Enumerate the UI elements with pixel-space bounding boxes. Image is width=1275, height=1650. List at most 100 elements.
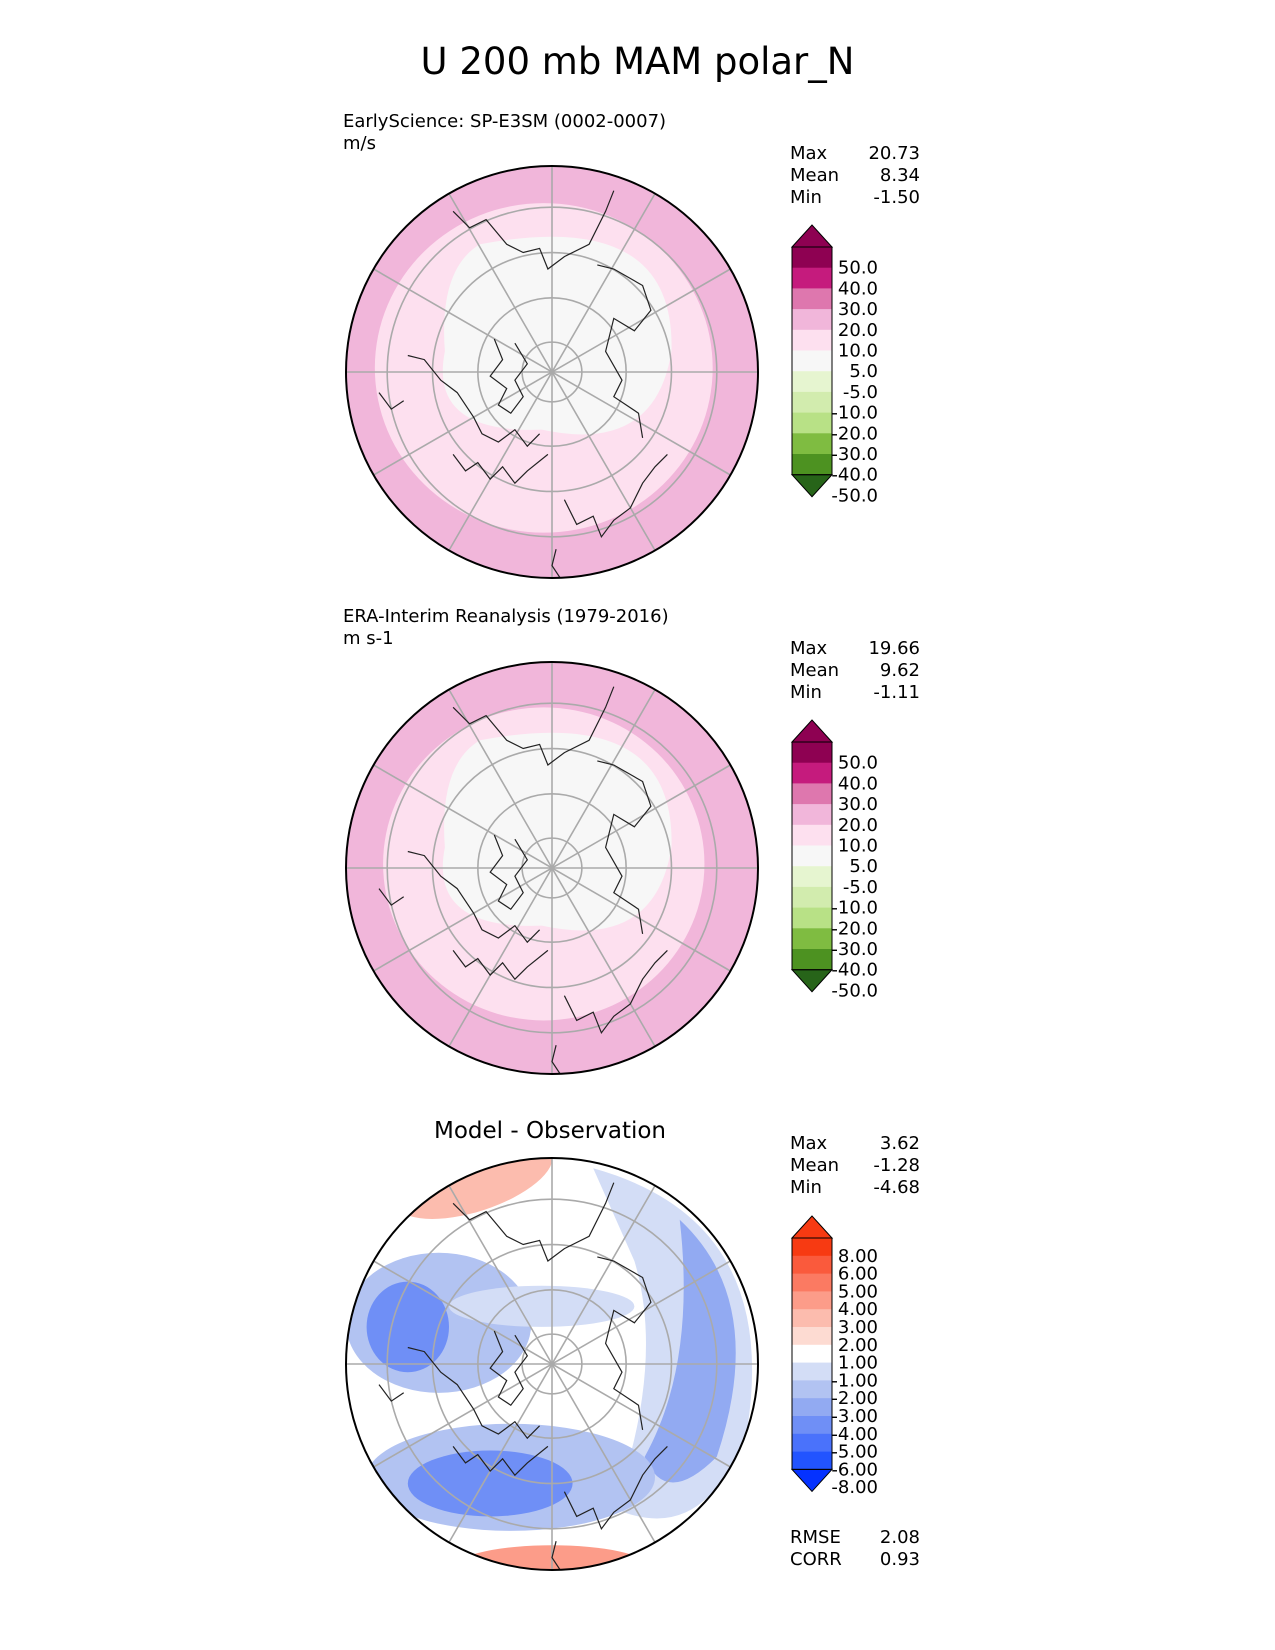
colorbar-extend-max (790, 224, 834, 248)
coastline (563, 949, 668, 1035)
map-boundary (345, 661, 759, 1075)
colorbar-tick-label: -20.0 (831, 423, 878, 444)
colorbar-tick-label: -5.0 (843, 877, 878, 898)
stat-label: Mean (790, 660, 840, 681)
coastline (407, 850, 541, 944)
map-field (346, 166, 758, 578)
colorbar-segment (792, 329, 832, 351)
map-field (346, 662, 758, 1074)
colorbar-segment (792, 1255, 832, 1275)
stat-label: Min (790, 682, 822, 703)
coastline (452, 1182, 615, 1262)
colorbar-tick-label: -2.00 (831, 1388, 878, 1409)
longitude-line (448, 689, 656, 1047)
stat-value: 9.62 (879, 660, 920, 681)
colorbar-segment (792, 371, 832, 393)
colorbar-tick-label: -50.0 (831, 980, 878, 1001)
coastlines (378, 190, 668, 578)
colorbar-extend-min (790, 1468, 834, 1493)
colorbar-tick-label: -1.00 (831, 1370, 878, 1391)
stat-value: 8.34 (879, 165, 920, 186)
colorbar-segment (792, 949, 832, 971)
colorbar-tick-label: -40.0 (831, 465, 878, 486)
colorbar-segment (792, 824, 832, 846)
panel-3-metrics: RMSE 2.08 CORR 0.93 (790, 1527, 920, 1571)
coastline (407, 354, 541, 448)
coastline (452, 453, 549, 485)
colorbar-tick-label: -20.0 (831, 918, 878, 939)
field-band-core (442, 732, 672, 931)
panel-2-stats: Max 19.66 Mean 9.62 Min -1.11 (790, 638, 920, 704)
colorbar-tick-label: 1.00 (838, 1353, 878, 1374)
colorbar-tick-label: 30.0 (838, 794, 878, 815)
stat-value: 19.66 (868, 638, 920, 659)
colorbar-segment (792, 433, 832, 455)
coastline (551, 549, 561, 578)
colorbar-tick-label: 5.0 (849, 856, 878, 877)
colorbar-segment (792, 866, 832, 888)
colorbar-tick-label: 5.0 (849, 361, 878, 382)
coastline (597, 1256, 652, 1430)
coastline (452, 190, 615, 270)
stat-label: Min (790, 187, 822, 208)
colorbar-segment (792, 309, 832, 331)
colorbar-tick-label: 2.00 (838, 1335, 878, 1356)
map-field (346, 1158, 758, 1570)
colorbar-segment (792, 391, 832, 414)
colorbar-tick-label: 6.00 (838, 1264, 878, 1285)
colorbar-tick-label: -5.00 (831, 1442, 878, 1463)
colorbar-segment (792, 886, 832, 909)
graticule (346, 662, 758, 1074)
polar-map-2 (345, 661, 759, 1075)
coastline (563, 453, 668, 539)
colorbar-segment (792, 845, 832, 867)
colorbar-tick-label: 40.0 (838, 278, 878, 299)
coastline (563, 1445, 668, 1531)
coastline (452, 949, 549, 981)
panel-1-title: EarlyScience: SP-E3SM (0002-0007) m/s (343, 111, 666, 155)
colorbar-segment (792, 1327, 832, 1346)
colorbar-tick-label: -6.00 (831, 1459, 878, 1480)
stat-label: Max (790, 638, 828, 659)
colorbar-segment (792, 742, 832, 764)
colorbar-tick-label: 40.0 (838, 773, 878, 794)
stat-value: -1.50 (873, 187, 920, 208)
colorbar-extend-max (790, 719, 834, 743)
colorbar-segment (792, 247, 832, 269)
coastlines (378, 686, 668, 1074)
negative-anomaly (644, 1219, 736, 1483)
metric-value: 0.93 (879, 1549, 920, 1570)
longitude-line (448, 1185, 656, 1543)
colorbar-frame (791, 246, 833, 476)
metric-value: 2.08 (879, 1527, 920, 1548)
colorbar-1: 50.040.030.020.010.05.0-5.0-10.0-20.0-30… (790, 224, 878, 506)
colorbar-tick-label: -50.0 (831, 485, 878, 506)
colorbar-segment (792, 804, 832, 826)
panel-2-title: ERA-Interim Reanalysis (1979-2016) m s-1 (343, 606, 669, 650)
colorbar-2: 50.040.030.020.010.05.0-5.0-10.0-20.0-30… (790, 719, 878, 1001)
colorbar-segment (792, 1344, 832, 1364)
colorbar-segment (792, 288, 832, 310)
colorbar-tick-label: 30.0 (838, 299, 878, 320)
field-band-core (442, 236, 672, 435)
graticule (346, 1158, 758, 1570)
map-boundary (345, 165, 759, 579)
colorbar-segment (792, 907, 832, 929)
colorbar-tick-label: 5.00 (838, 1281, 878, 1302)
stat-value: -4.68 (873, 1177, 920, 1198)
stat-label: Mean (790, 165, 840, 186)
panel-3-title: Model - Observation (433, 1118, 667, 1144)
colorbar-segment (792, 1451, 832, 1470)
colorbar-segment (792, 1309, 832, 1328)
negative-anomaly (366, 1281, 449, 1373)
coastline (407, 1346, 541, 1440)
colorbar-segment (792, 267, 832, 289)
colorbar-tick-label: 10.0 (838, 341, 878, 362)
graticule (346, 166, 758, 578)
colorbar-extend-min (790, 474, 834, 498)
longitude-line (448, 193, 656, 551)
coastline (597, 760, 652, 934)
colorbar-tick-label: 10.0 (838, 836, 878, 857)
coastline (489, 338, 529, 415)
